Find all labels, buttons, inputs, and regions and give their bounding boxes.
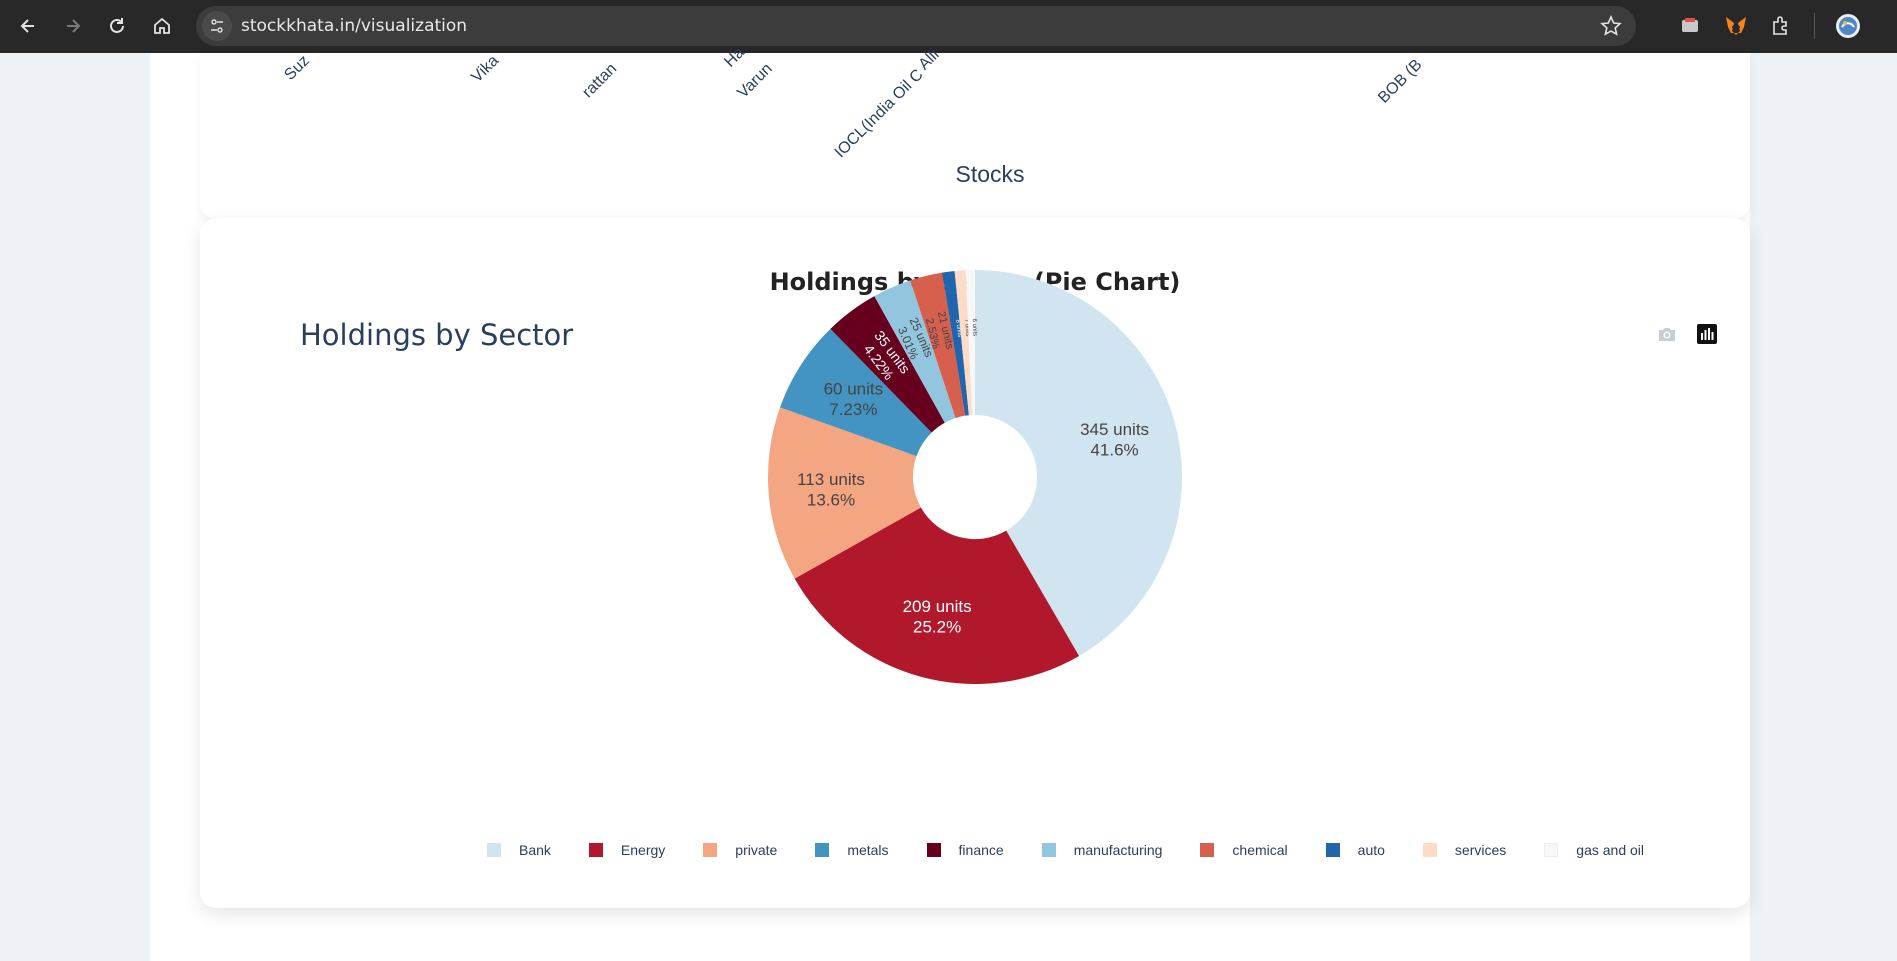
pie-chart-panel: Holdings by Sector (Pie Chart) Holdings … [200, 218, 1750, 908]
legend-label: finance [958, 842, 1004, 858]
legend-label: auto [1357, 842, 1385, 858]
bookmark-star-icon[interactable] [1600, 15, 1622, 37]
camera-icon[interactable] [1655, 322, 1679, 346]
legend-item-auto[interactable]: auto [1325, 842, 1385, 858]
extensions-icon[interactable] [1767, 12, 1795, 40]
legend-label: private [735, 842, 778, 858]
plotly-logo-icon[interactable] [1695, 322, 1719, 346]
pie-slice-gas-and-oil[interactable] [965, 270, 975, 415]
legend-item-metals[interactable]: metals [815, 842, 889, 858]
legend-swatch [1200, 843, 1215, 857]
legend-swatch [1422, 843, 1437, 857]
legend-swatch [487, 843, 501, 857]
url-text[interactable]: stockkhata.in/visualization [241, 16, 468, 36]
legend-label: metals [847, 842, 889, 858]
metamask-icon[interactable] [1722, 12, 1750, 40]
legend-item-private[interactable]: private [703, 842, 777, 858]
pie-slice-finance[interactable] [830, 296, 945, 433]
site-info-icon[interactable] [202, 11, 232, 41]
legend-item-finance[interactable]: finance [926, 842, 1004, 858]
browser-toolbar: stockkhata.in/visualization [0, 0, 1897, 53]
slice-value-label: 8 units [954, 319, 962, 337]
legend-swatch [1544, 843, 1559, 857]
pie-slice-bank[interactable] [975, 270, 1182, 656]
pie-slice-services[interactable] [954, 270, 973, 416]
legend-label: services [1454, 842, 1507, 858]
pie-slice-chemical[interactable] [910, 272, 966, 419]
legend-label: chemical [1232, 842, 1288, 858]
slice-value-label: 6 units [971, 319, 977, 337]
legend-item-energy[interactable]: Energy [588, 842, 666, 858]
slice-value-label: 60 units [824, 380, 884, 399]
x-tick-label: Vika [468, 52, 503, 87]
legend-label: Bank [519, 842, 551, 858]
reload-icon[interactable] [102, 11, 132, 41]
plot-title: Holdings by Sector [300, 318, 574, 352]
slice-label: 7 units [963, 319, 970, 337]
legend-item-services[interactable]: services [1422, 842, 1507, 858]
legend-swatch [815, 843, 830, 857]
slice-percent-label: 7.23% [829, 400, 877, 419]
x-tick-label: Suz [281, 52, 313, 84]
x-tick-label: BOB (B [1375, 56, 1426, 107]
legend-label: gas and oil [1576, 842, 1644, 858]
slice-percent-label: 41.6% [1090, 441, 1138, 460]
slice-label: 209 units 25.2% [903, 597, 972, 636]
bar-chart-panel: Suz Vika rattan Ha Varun Alli IOCL(India… [200, 44, 1750, 218]
slice-value-label: 345 units [1080, 420, 1149, 439]
chart-legend: Bank Energy private metals finance manufactur… [487, 842, 1682, 858]
slice-value-label: 113 units [797, 470, 865, 489]
slice-value-label: 209 units [903, 597, 972, 616]
pie-slice-metals[interactable] [780, 328, 932, 457]
x-tick-label: rattan [579, 60, 621, 102]
slice-label: 6 units [971, 319, 977, 337]
pie-slice-private[interactable] [768, 407, 921, 579]
x-axis-title: Stocks [955, 161, 1025, 187]
home-icon[interactable] [147, 11, 177, 41]
slice-percent-label: 25.2% [913, 618, 961, 637]
pie-slice-manufacturing[interactable] [874, 280, 956, 423]
legend-item-manufacturing[interactable]: manufacturing [1041, 842, 1163, 858]
pie-slice-auto[interactable] [942, 271, 969, 416]
slice-label: 345 units 41.6% [1080, 420, 1149, 459]
legend-label: Energy [620, 842, 666, 858]
legend-swatch [1325, 843, 1340, 857]
legend-swatch [588, 843, 603, 857]
pie-chart: 345 units 41.6% 209 units 25.2% 113 units13.… [768, 270, 1182, 684]
legend-item-bank[interactable]: Bank [487, 842, 551, 858]
slice-value-label: 7 units [963, 319, 970, 337]
slice-percent-label: 13.6% [807, 490, 855, 509]
x-tick-label: IOCL(India Oil C [831, 66, 927, 162]
x-tick-label: Varun [734, 60, 776, 102]
profile-avatar[interactable] [1834, 12, 1862, 40]
toolbar-divider [1814, 13, 1815, 39]
legend-item-chemical[interactable]: chemical [1200, 842, 1288, 858]
legend-label: manufacturing [1073, 842, 1163, 858]
legend-item-gas-and-oil[interactable]: gas and oil [1544, 842, 1644, 858]
legend-swatch [926, 843, 941, 857]
slice-label: 8 units [954, 319, 962, 337]
legend-swatch [1041, 843, 1056, 857]
address-bar[interactable]: stockkhata.in/visualization [196, 6, 1636, 46]
legend-swatch [703, 843, 718, 857]
cast-icon[interactable] [1676, 12, 1704, 40]
forward-arrow-icon[interactable] [58, 11, 88, 41]
back-arrow-icon[interactable] [13, 11, 43, 41]
pie-slice-energy[interactable] [794, 507, 1080, 684]
